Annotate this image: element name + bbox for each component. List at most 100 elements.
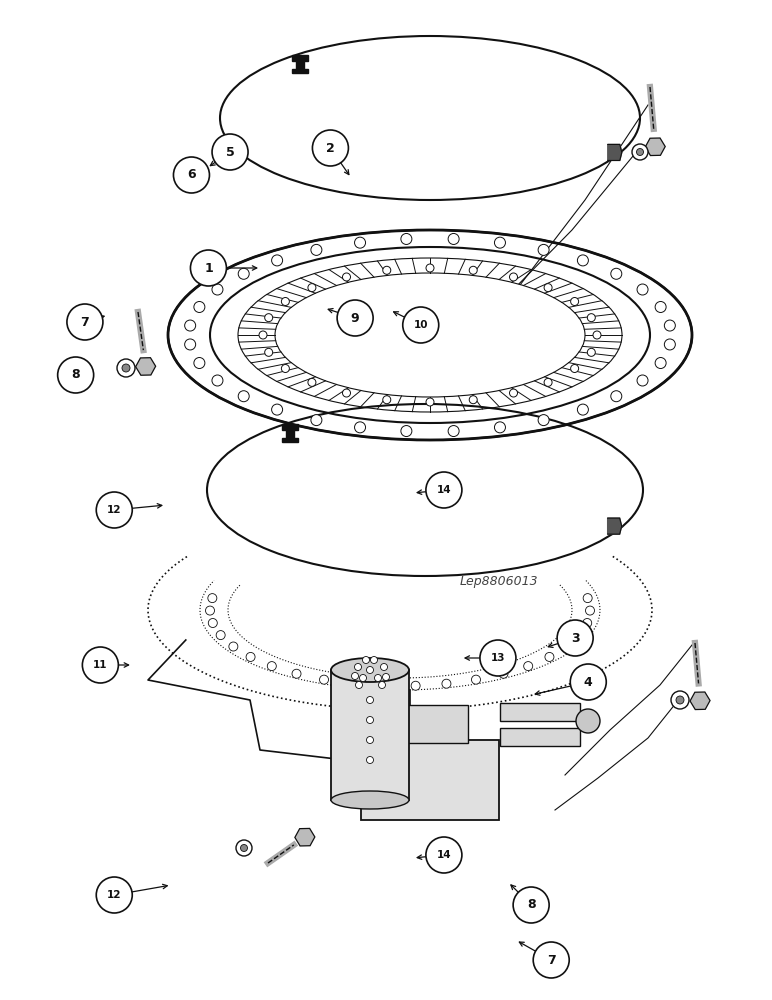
Text: 12: 12 <box>107 505 121 515</box>
Circle shape <box>122 364 130 372</box>
Circle shape <box>96 877 132 913</box>
Circle shape <box>587 314 595 322</box>
Circle shape <box>208 594 217 603</box>
Circle shape <box>665 320 676 331</box>
Circle shape <box>311 244 322 255</box>
Circle shape <box>208 619 217 628</box>
Circle shape <box>632 144 648 160</box>
Circle shape <box>229 642 238 651</box>
Circle shape <box>426 472 462 508</box>
Circle shape <box>354 422 365 433</box>
Circle shape <box>426 398 434 406</box>
Circle shape <box>381 664 388 670</box>
Circle shape <box>236 840 252 856</box>
Circle shape <box>494 422 506 433</box>
Circle shape <box>308 378 316 386</box>
Circle shape <box>308 284 316 292</box>
Circle shape <box>246 652 255 661</box>
Circle shape <box>367 756 374 764</box>
Text: 7: 7 <box>80 316 90 328</box>
Text: 2: 2 <box>326 141 335 154</box>
Circle shape <box>337 300 373 336</box>
Circle shape <box>281 364 290 372</box>
Circle shape <box>83 647 118 683</box>
Circle shape <box>544 378 552 386</box>
Circle shape <box>469 396 477 404</box>
Polygon shape <box>282 424 298 442</box>
Circle shape <box>363 656 370 664</box>
Circle shape <box>480 640 516 676</box>
Circle shape <box>571 664 606 700</box>
Circle shape <box>371 656 378 664</box>
Circle shape <box>665 339 676 350</box>
Circle shape <box>637 284 648 295</box>
Circle shape <box>383 396 391 404</box>
FancyBboxPatch shape <box>500 728 580 746</box>
Circle shape <box>313 130 348 166</box>
Circle shape <box>426 837 462 873</box>
Text: 12: 12 <box>107 890 121 900</box>
Circle shape <box>241 844 248 852</box>
Circle shape <box>576 709 600 733</box>
FancyBboxPatch shape <box>500 703 580 721</box>
Circle shape <box>494 237 506 248</box>
Circle shape <box>374 674 381 682</box>
Circle shape <box>351 672 358 680</box>
Circle shape <box>533 942 569 978</box>
Circle shape <box>636 148 644 155</box>
FancyBboxPatch shape <box>392 705 468 743</box>
Circle shape <box>67 304 103 340</box>
Circle shape <box>403 307 438 343</box>
Circle shape <box>185 339 195 350</box>
Circle shape <box>655 358 666 369</box>
Circle shape <box>448 233 459 244</box>
Circle shape <box>637 375 648 386</box>
Circle shape <box>265 348 273 356</box>
Circle shape <box>562 642 571 651</box>
Circle shape <box>354 237 365 248</box>
Circle shape <box>401 426 412 437</box>
Ellipse shape <box>275 273 585 397</box>
Circle shape <box>383 266 391 274</box>
Text: 8: 8 <box>71 368 80 381</box>
Circle shape <box>378 682 385 688</box>
Circle shape <box>510 273 517 281</box>
Circle shape <box>281 298 290 306</box>
Circle shape <box>544 284 552 292</box>
Circle shape <box>538 244 549 255</box>
Circle shape <box>587 348 595 356</box>
Circle shape <box>577 255 588 266</box>
Circle shape <box>267 662 276 671</box>
Circle shape <box>611 268 621 279</box>
Circle shape <box>367 696 374 704</box>
Ellipse shape <box>331 791 409 809</box>
Circle shape <box>655 301 666 312</box>
Circle shape <box>571 298 579 306</box>
Circle shape <box>382 674 390 680</box>
Circle shape <box>367 666 374 674</box>
Circle shape <box>194 358 205 369</box>
Text: 14: 14 <box>437 850 451 860</box>
Circle shape <box>380 681 389 690</box>
Circle shape <box>448 426 459 437</box>
Circle shape <box>513 887 549 923</box>
Circle shape <box>349 679 358 688</box>
Circle shape <box>58 357 93 393</box>
Text: 13: 13 <box>491 653 505 663</box>
Text: 6: 6 <box>187 168 196 182</box>
Text: 4: 4 <box>584 676 593 688</box>
Circle shape <box>583 619 591 628</box>
Circle shape <box>354 664 361 670</box>
Circle shape <box>523 662 533 671</box>
Circle shape <box>571 364 579 372</box>
Circle shape <box>194 301 205 312</box>
Circle shape <box>472 675 480 684</box>
Circle shape <box>671 691 689 709</box>
Circle shape <box>557 620 593 656</box>
Circle shape <box>355 682 363 688</box>
Text: 1: 1 <box>204 261 213 274</box>
Circle shape <box>575 631 584 640</box>
Text: 8: 8 <box>527 898 536 912</box>
Ellipse shape <box>331 658 409 682</box>
Polygon shape <box>292 55 308 73</box>
